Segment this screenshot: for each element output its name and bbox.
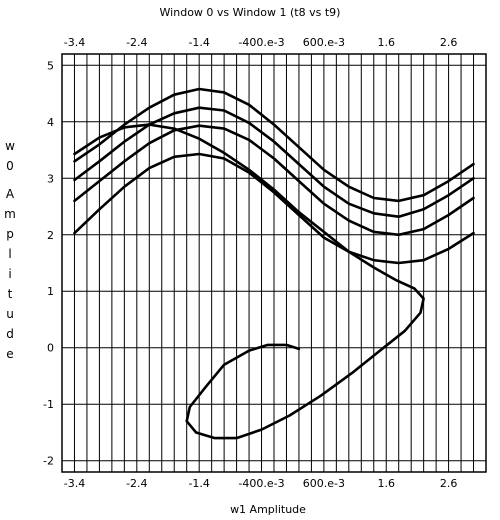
y-axis-label-letter: p [6,227,14,241]
y-tick-label: 1 [47,285,54,298]
y-axis-label-letter: w [5,139,15,153]
chart-title: Window 0 vs Window 1 (t8 vs t9) [160,6,341,19]
x-tick-label-bottom: 600.e-3 [303,477,345,490]
x-tick-label-bottom: 1.6 [377,477,395,490]
y-tick-label: 4 [47,116,54,129]
y-axis-label-letter: m [4,207,16,221]
y-axis-label: w 0 Amplitude [4,139,16,361]
y-axis-label-letter: u [6,307,14,321]
x-tick-label-bottom: 2.6 [440,477,458,490]
y-axis-label-letter: e [6,347,13,361]
y-tick-label: 5 [47,59,54,72]
grid [61,54,487,472]
series-line [73,124,475,237]
x-tick-label-top: -400.e-3 [238,36,284,49]
x-tick-label-top: 2.6 [440,36,458,49]
y-tick-label: -2 [43,455,54,468]
series-line [73,106,475,218]
x-tick-label-top: -1.4 [188,36,209,49]
x-tick-label-top: 600.e-3 [303,36,345,49]
series-group [73,87,475,440]
x-tick-label-bottom: -1.4 [188,477,209,490]
x-axis-label: w1 Amplitude [230,503,306,516]
x-tick-label-top: 1.6 [377,36,395,49]
y-axis-label-letter: 0 [6,159,14,173]
series-line [73,87,475,203]
y-axis-label-letter: A [6,187,15,201]
y-axis-label-letter: i [8,267,11,281]
x-tick-label-bottom: -400.e-3 [238,477,284,490]
y-axis-label-letter: l [8,247,11,261]
x-tick-label-top: -2.4 [126,36,147,49]
y-tick-label: -1 [43,398,54,411]
x-tick-label-bottom: -3.4 [64,477,85,490]
ticks: -3.4 -3.4 -2.4 -2.4 -1.4 -1.4 -400.e-3 -400.e-3… [43,36,457,490]
plot-frame [61,53,487,473]
x-tick-label-top: -3.4 [64,36,85,49]
series-line [73,123,425,440]
y-tick-label: 2 [47,229,54,242]
y-axis-label-letter: d [6,327,14,341]
x-tick-label-bottom: -2.4 [126,477,147,490]
y-axis-label-letter: t [8,287,13,301]
series-line [73,152,475,265]
y-tick-label: 3 [47,172,54,185]
y-tick-label: 0 [47,342,54,355]
